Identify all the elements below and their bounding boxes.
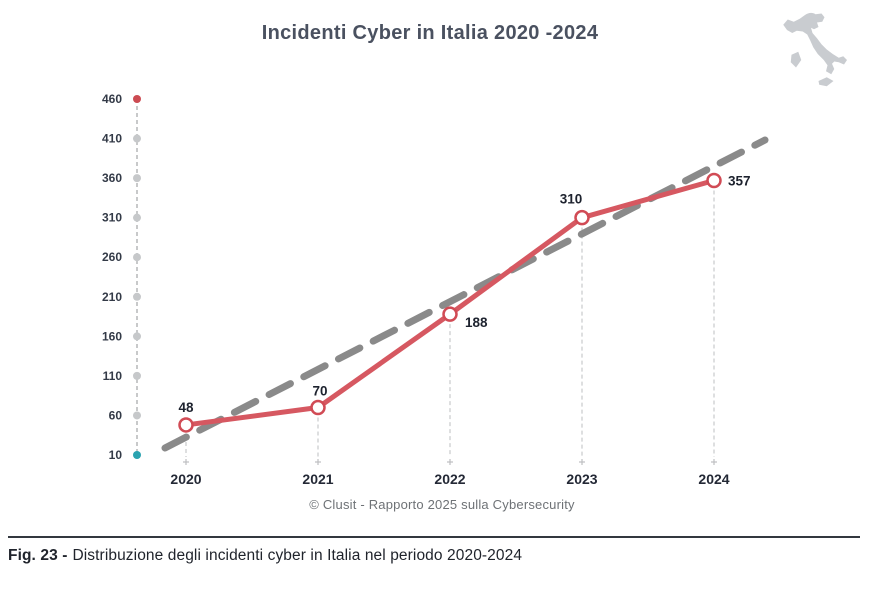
y-axis-tick-label: 310 <box>102 211 122 225</box>
copyright-attribution: © Clusit - Rapporto 2025 sulla Cybersecu… <box>309 497 575 512</box>
chart-title: Incidenti Cyber in Italia 2020 -2024 <box>261 22 599 44</box>
data-point <box>574 209 590 226</box>
incidents-line-chart: 460 410 360 310 260 210 160 110 60 10 2020 2021 2022… <box>102 92 769 487</box>
y-axis-tick-label: 10 <box>109 448 123 462</box>
sicily-shape <box>818 77 834 87</box>
trend-line <box>161 136 769 452</box>
sardinia-shape <box>790 51 802 68</box>
caption-divider <box>8 536 860 538</box>
data-point <box>706 172 722 189</box>
y-axis-tick-label: 210 <box>102 290 122 304</box>
value-label: 310 <box>560 192 583 207</box>
value-label: 70 <box>312 384 327 399</box>
y-axis-tick-label: 360 <box>102 171 122 185</box>
y-axis-tick-dot <box>133 174 141 183</box>
italy-map-icon <box>783 12 847 87</box>
figure-caption: Fig. 23 - Distribuzione degli incidenti c… <box>8 547 522 565</box>
y-axis-tick-label: 460 <box>102 92 122 106</box>
x-axis-label: 2023 <box>566 471 597 487</box>
y-axis-tick-dot <box>133 371 141 380</box>
value-label: 48 <box>178 400 194 415</box>
y-axis-tick-label: 110 <box>103 369 123 383</box>
x-axis-label: 2021 <box>302 471 333 487</box>
x-axis-label: 2020 <box>170 471 201 487</box>
y-axis-tick-dot <box>133 213 141 222</box>
y-axis-tick-dot <box>133 253 141 262</box>
figure-number: Fig. 23 - <box>8 547 68 564</box>
y-axis-tick-label: 410 <box>102 132 122 146</box>
figure-caption-text: Distribuzione degli incidenti cyber in I… <box>72 547 523 564</box>
value-label: 188 <box>465 315 488 330</box>
value-label: 357 <box>728 173 751 188</box>
x-axis-label: 2024 <box>698 471 729 487</box>
y-axis-tick-dot <box>133 411 141 420</box>
y-axis-tick-dot <box>133 332 141 341</box>
y-axis-tick-dot <box>133 95 141 103</box>
data-point <box>310 399 326 416</box>
data-point <box>442 306 458 322</box>
y-axis-tick-dot <box>133 134 141 143</box>
x-axis-label: 2022 <box>434 471 465 487</box>
y-axis-tick-label: 260 <box>102 250 122 264</box>
y-axis-tick-dot <box>133 292 141 301</box>
italy-mainland-shape <box>783 12 847 75</box>
y-axis-tick-label: 60 <box>109 408 123 422</box>
y-axis-tick-label: 160 <box>102 329 122 343</box>
data-point <box>178 417 194 433</box>
y-axis-tick-dot <box>133 451 141 459</box>
